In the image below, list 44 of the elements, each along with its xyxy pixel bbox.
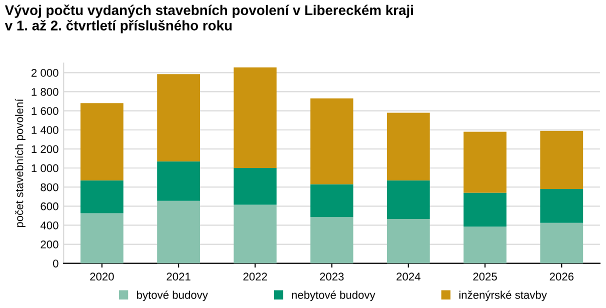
bar <box>464 226 506 264</box>
bar <box>234 168 277 205</box>
bar <box>310 98 354 184</box>
x-tick-label: 2020 <box>90 272 114 281</box>
y-tick-label: 1 800 <box>32 88 58 96</box>
bar <box>80 213 124 264</box>
bar <box>80 180 124 214</box>
bar <box>386 219 430 264</box>
x-tick-label: 2026 <box>550 272 574 281</box>
y-tick-label: 400 <box>40 221 58 230</box>
y-tick-label: 1 000 <box>32 164 58 172</box>
x-tick-label: 2024 <box>396 272 420 281</box>
x-tick-label: 2022 <box>243 272 267 281</box>
bar <box>80 103 124 180</box>
bar <box>540 130 584 189</box>
y-tick-label: 1 400 <box>32 126 58 134</box>
bar <box>540 188 584 223</box>
bar <box>464 132 506 193</box>
y-tick-label: 1 600 <box>32 107 58 115</box>
y-tick-label: 2 000 <box>32 68 58 77</box>
bar <box>310 184 354 218</box>
x-tick-label: 2025 <box>473 272 497 281</box>
legend-label: bytové budovy <box>137 290 208 302</box>
y-tick-label: 0 <box>53 260 58 268</box>
bar <box>157 200 200 264</box>
bar <box>310 217 354 264</box>
x-tick-label: 2021 <box>166 272 190 281</box>
bar <box>386 112 430 180</box>
bar <box>540 222 584 264</box>
bar <box>386 180 430 220</box>
bar <box>234 67 277 168</box>
y-tick-label: 600 <box>40 202 58 210</box>
legend-label: inženýrské stavby <box>459 290 547 302</box>
y-axis-title: počet stavebních povolení <box>14 98 26 228</box>
bar <box>157 74 200 162</box>
y-tick-label: 800 <box>40 183 58 192</box>
bar <box>157 161 200 201</box>
x-tick-label: 2023 <box>320 272 344 281</box>
y-tick-label: 1 200 <box>32 145 58 154</box>
bar <box>464 192 506 227</box>
bar <box>234 204 277 264</box>
legend-label: nebytové budovy <box>292 290 376 302</box>
chart-title: Vývoj počtu vydaných stavebních povolení v Libereckém kraji v 1. až 2. čtvrtletí příslušného roku <box>4 4 413 34</box>
y-tick-label: 200 <box>40 240 58 248</box>
